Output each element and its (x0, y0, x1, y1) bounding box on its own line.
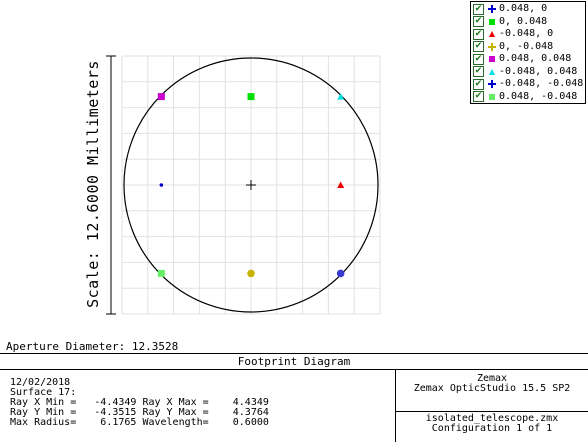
software-info: Zemax Zemax OpticStudio 15.5 SP2 (396, 370, 588, 411)
checkbox-icon[interactable]: ✔ (473, 66, 484, 78)
triangle-marker (487, 30, 496, 38)
footprint-plot (106, 55, 381, 315)
footprint-marker (247, 93, 255, 101)
square-marker (487, 93, 496, 101)
legend-label: 0.048, -0.048 (499, 90, 578, 102)
legend-item[interactable]: ✔ 0, 0.048 (473, 16, 585, 29)
info-line: Ray X Min = -4.4349 Ray X Max = 4.4349 (10, 397, 269, 408)
info-line: Surface 17: (10, 387, 77, 398)
plus-marker (487, 5, 496, 14)
plus-marker (487, 42, 496, 51)
legend-item[interactable]: ✔ -0.048, 0.048 (473, 66, 585, 79)
info-right-divider (396, 411, 588, 412)
scale-label: Scale: 12.6000 Millimeters (84, 60, 102, 308)
checkbox-icon[interactable]: ✔ (473, 3, 484, 15)
aperture-circle (123, 57, 379, 313)
info-box: Footprint Diagram 12/02/2018 Surface 17: R… (0, 353, 588, 442)
legend-label: -0.048, 0 (499, 28, 554, 40)
square-marker (487, 18, 496, 26)
legend-label: -0.048, 0.048 (499, 65, 578, 77)
aperture-diameter: Aperture Diameter: 12.3528 (6, 340, 179, 353)
checkbox-icon[interactable]: ✔ (473, 53, 484, 65)
footprint-marker (247, 269, 255, 278)
footprint-marker (337, 181, 345, 188)
triangle-marker (487, 68, 496, 76)
checkbox-icon[interactable]: ✔ (473, 78, 484, 90)
footprint-marker (157, 269, 165, 277)
square-marker (487, 55, 496, 63)
legend-label: -0.048, -0.048 (499, 78, 584, 90)
info-line: Ray Y Min = -4.3515 Ray Y Max = 4.3764 (10, 407, 269, 418)
file-name: isolated_telescope.zmx (425, 413, 559, 424)
checkbox-icon[interactable]: ✔ (473, 91, 484, 103)
legend-item[interactable]: ✔ 0, -0.048 (473, 41, 585, 54)
legend-label: 0.048, 0 (499, 3, 548, 15)
info-line: Max Radius= 6.1765 Wavelength= 0.6000 (10, 417, 269, 428)
legend-item[interactable]: ✔ 0.048, -0.048 (473, 91, 585, 104)
checkbox-icon[interactable]: ✔ (473, 16, 484, 28)
legend-label: 0, 0.048 (499, 15, 548, 27)
diagram-title: Footprint Diagram (0, 354, 588, 370)
legend-item[interactable]: ✔ -0.048, -0.048 (473, 78, 585, 91)
legend-label: 0.048, 0.048 (499, 53, 572, 65)
surface-info: 12/02/2018 Surface 17: Ray X Min = -4.4349… (10, 378, 269, 428)
info-line: 12/02/2018 (10, 377, 71, 388)
software-version: Zemax OpticStudio 15.5 SP2 (413, 383, 571, 394)
legend-item[interactable]: ✔ 0.048, 0 (473, 3, 585, 16)
legend-item[interactable]: ✔ -0.048, 0 (473, 28, 585, 41)
footprint-marker (336, 269, 345, 278)
legend: ✔ 0.048, 0 ✔ 0, 0.048 ✔ -0.048, 0 ✔ 0, -0.048 ✔ 0… (470, 1, 586, 104)
footprint-marker (159, 183, 164, 187)
software-vendor: Zemax (476, 373, 508, 384)
legend-item[interactable]: ✔ 0.048, 0.048 (473, 53, 585, 66)
info-divider (395, 369, 396, 442)
configuration: Configuration 1 of 1 (431, 423, 553, 434)
file-info: isolated_telescope.zmx Configuration 1 o… (396, 412, 588, 434)
footprint-marker (157, 93, 165, 101)
footprint-marker (337, 93, 345, 100)
checkbox-icon[interactable]: ✔ (473, 28, 484, 40)
plus-marker (487, 80, 496, 89)
checkbox-icon[interactable]: ✔ (473, 41, 484, 53)
legend-label: 0, -0.048 (499, 40, 554, 52)
